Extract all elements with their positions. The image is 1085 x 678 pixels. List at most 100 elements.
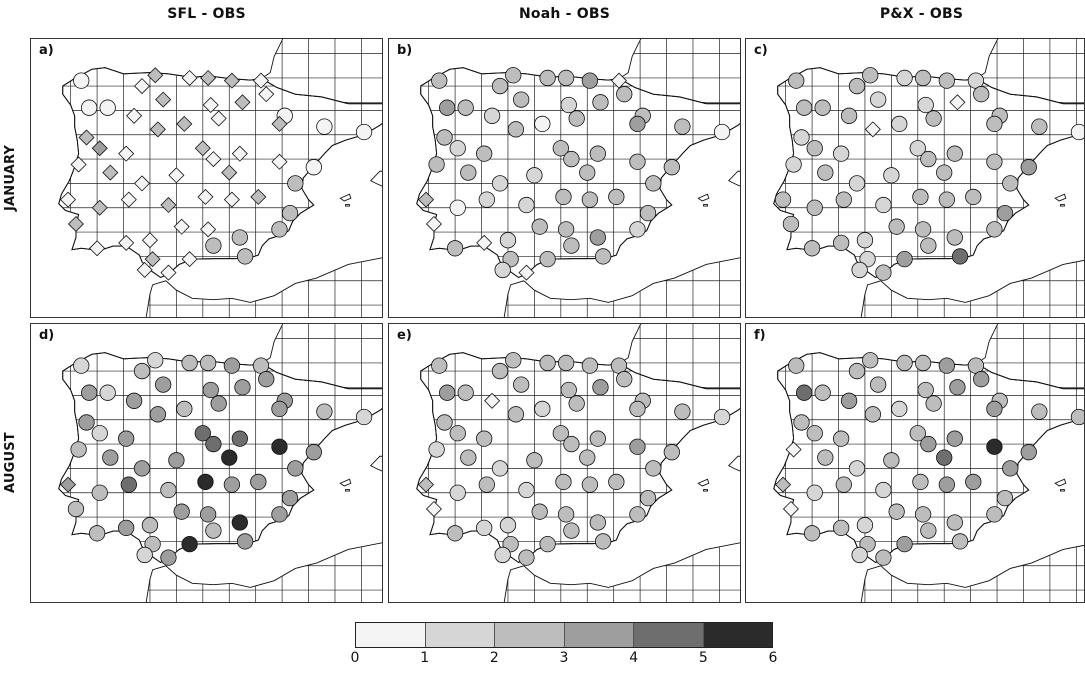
station-circle-marker [91,425,108,442]
station-circle-marker [160,481,177,499]
panel-label-c: c) [753,43,769,58]
station-circle-marker [835,476,852,493]
station-circle-marker [891,400,908,418]
station-circle-marker [449,199,466,216]
station-circle-marker [875,481,892,499]
map-panel-a: a) [30,38,383,318]
station-circle-marker [568,395,585,412]
colorbar-bin-5-6 [702,623,772,647]
station-diamond-marker [258,86,275,103]
station-diamond-marker [418,476,435,493]
station-circle-marker [996,205,1014,222]
station-diamond-marker [425,500,442,517]
station-diamond-marker [476,234,493,251]
station-circle-marker [478,191,495,208]
station-circle-marker [491,77,509,95]
station-circle-marker [560,96,577,114]
station-circle-marker [674,118,691,135]
station-circle-marker [125,392,143,409]
station-circle-marker [920,150,937,168]
station-circle-marker [909,425,926,442]
station-circle-marker [848,77,866,95]
station-circle-marker [986,153,1003,170]
station-circle-marker [840,392,858,409]
colorbar-tick: 5 [698,650,708,666]
station-circle-marker [355,123,373,141]
station-circle-marker [806,140,823,157]
station-circle-marker [136,546,153,564]
station-circle-marker [796,99,813,116]
station-circle-marker [181,354,198,372]
station-circle-marker [793,129,810,146]
station-circle-marker [505,67,522,84]
station-circle-marker [102,449,119,466]
station-circle-marker [949,379,966,396]
station-diamond-marker [785,441,802,458]
station-circle-marker [449,425,466,442]
station-circle-marker [833,145,850,162]
station-circle-marker [231,514,248,531]
station-circle-marker [557,506,575,523]
station-circle-marker [449,484,466,501]
station-diamond-marker [60,191,77,208]
station-circle-marker [914,354,932,372]
station-circle-marker [814,99,831,116]
station-circle-marker [936,164,953,181]
station-circle-marker [149,406,167,423]
colorbar-bin-4-5 [633,623,703,647]
map-svg-b [389,39,740,317]
station-circle-marker [446,240,464,257]
map-panel-c: c) [745,38,1085,318]
station-circle-marker [986,506,1003,523]
station-circle-marker [428,156,445,173]
colorbar-tick: 6 [768,650,778,666]
station-circle-marker [494,546,511,564]
balearic-island [345,204,350,207]
station-circle-marker [817,449,834,466]
station-circle-marker [986,115,1003,133]
station-circle-marker [840,107,858,124]
map-panel-f: f) [745,323,1085,603]
station-circle-marker [173,503,190,520]
station-circle-marker [552,425,569,442]
station-circle-marker [91,484,108,501]
station-circle-marker [796,384,813,401]
station-circle-marker [875,264,892,281]
station-circle-marker [491,175,509,192]
station-circle-marker [491,362,509,380]
station-circle-marker [118,519,135,537]
station-circle-marker [460,164,477,181]
colorbar-tick: 1 [420,650,430,666]
station-circle-marker [483,107,501,124]
station-circle-marker [271,438,288,455]
station-circle-marker [499,517,517,534]
station-circle-marker [920,435,937,453]
station-circle-marker [1020,159,1037,176]
balearic-island [1054,193,1067,202]
station-diamond-marker [181,69,198,86]
station-circle-marker [431,72,448,89]
balearic-island [339,193,352,202]
station-circle-marker [788,357,805,374]
station-circle-marker [639,205,657,222]
station-circle-marker [305,159,322,176]
station-circle-marker [518,196,535,214]
station-diamond-marker [782,500,799,517]
station-circle-marker [194,425,211,442]
station-diamond-marker [181,251,198,268]
station-diamond-marker [518,264,535,281]
station-diamond-marker [126,107,143,124]
station-circle-marker [250,473,267,491]
station-circle-marker [774,191,792,208]
station-circle-marker [223,476,241,493]
station-diamond-marker [67,215,84,232]
station-circle-marker [788,72,805,89]
station-circle-marker [181,535,198,553]
station-circle-marker [608,473,625,491]
station-circle-marker [518,549,535,566]
station-diamond-marker [234,94,251,111]
colorbar-bin-2-3 [494,623,564,647]
station-circle-marker [925,395,942,412]
panel-label-b: b) [396,43,414,58]
station-circle-marker [814,384,831,401]
